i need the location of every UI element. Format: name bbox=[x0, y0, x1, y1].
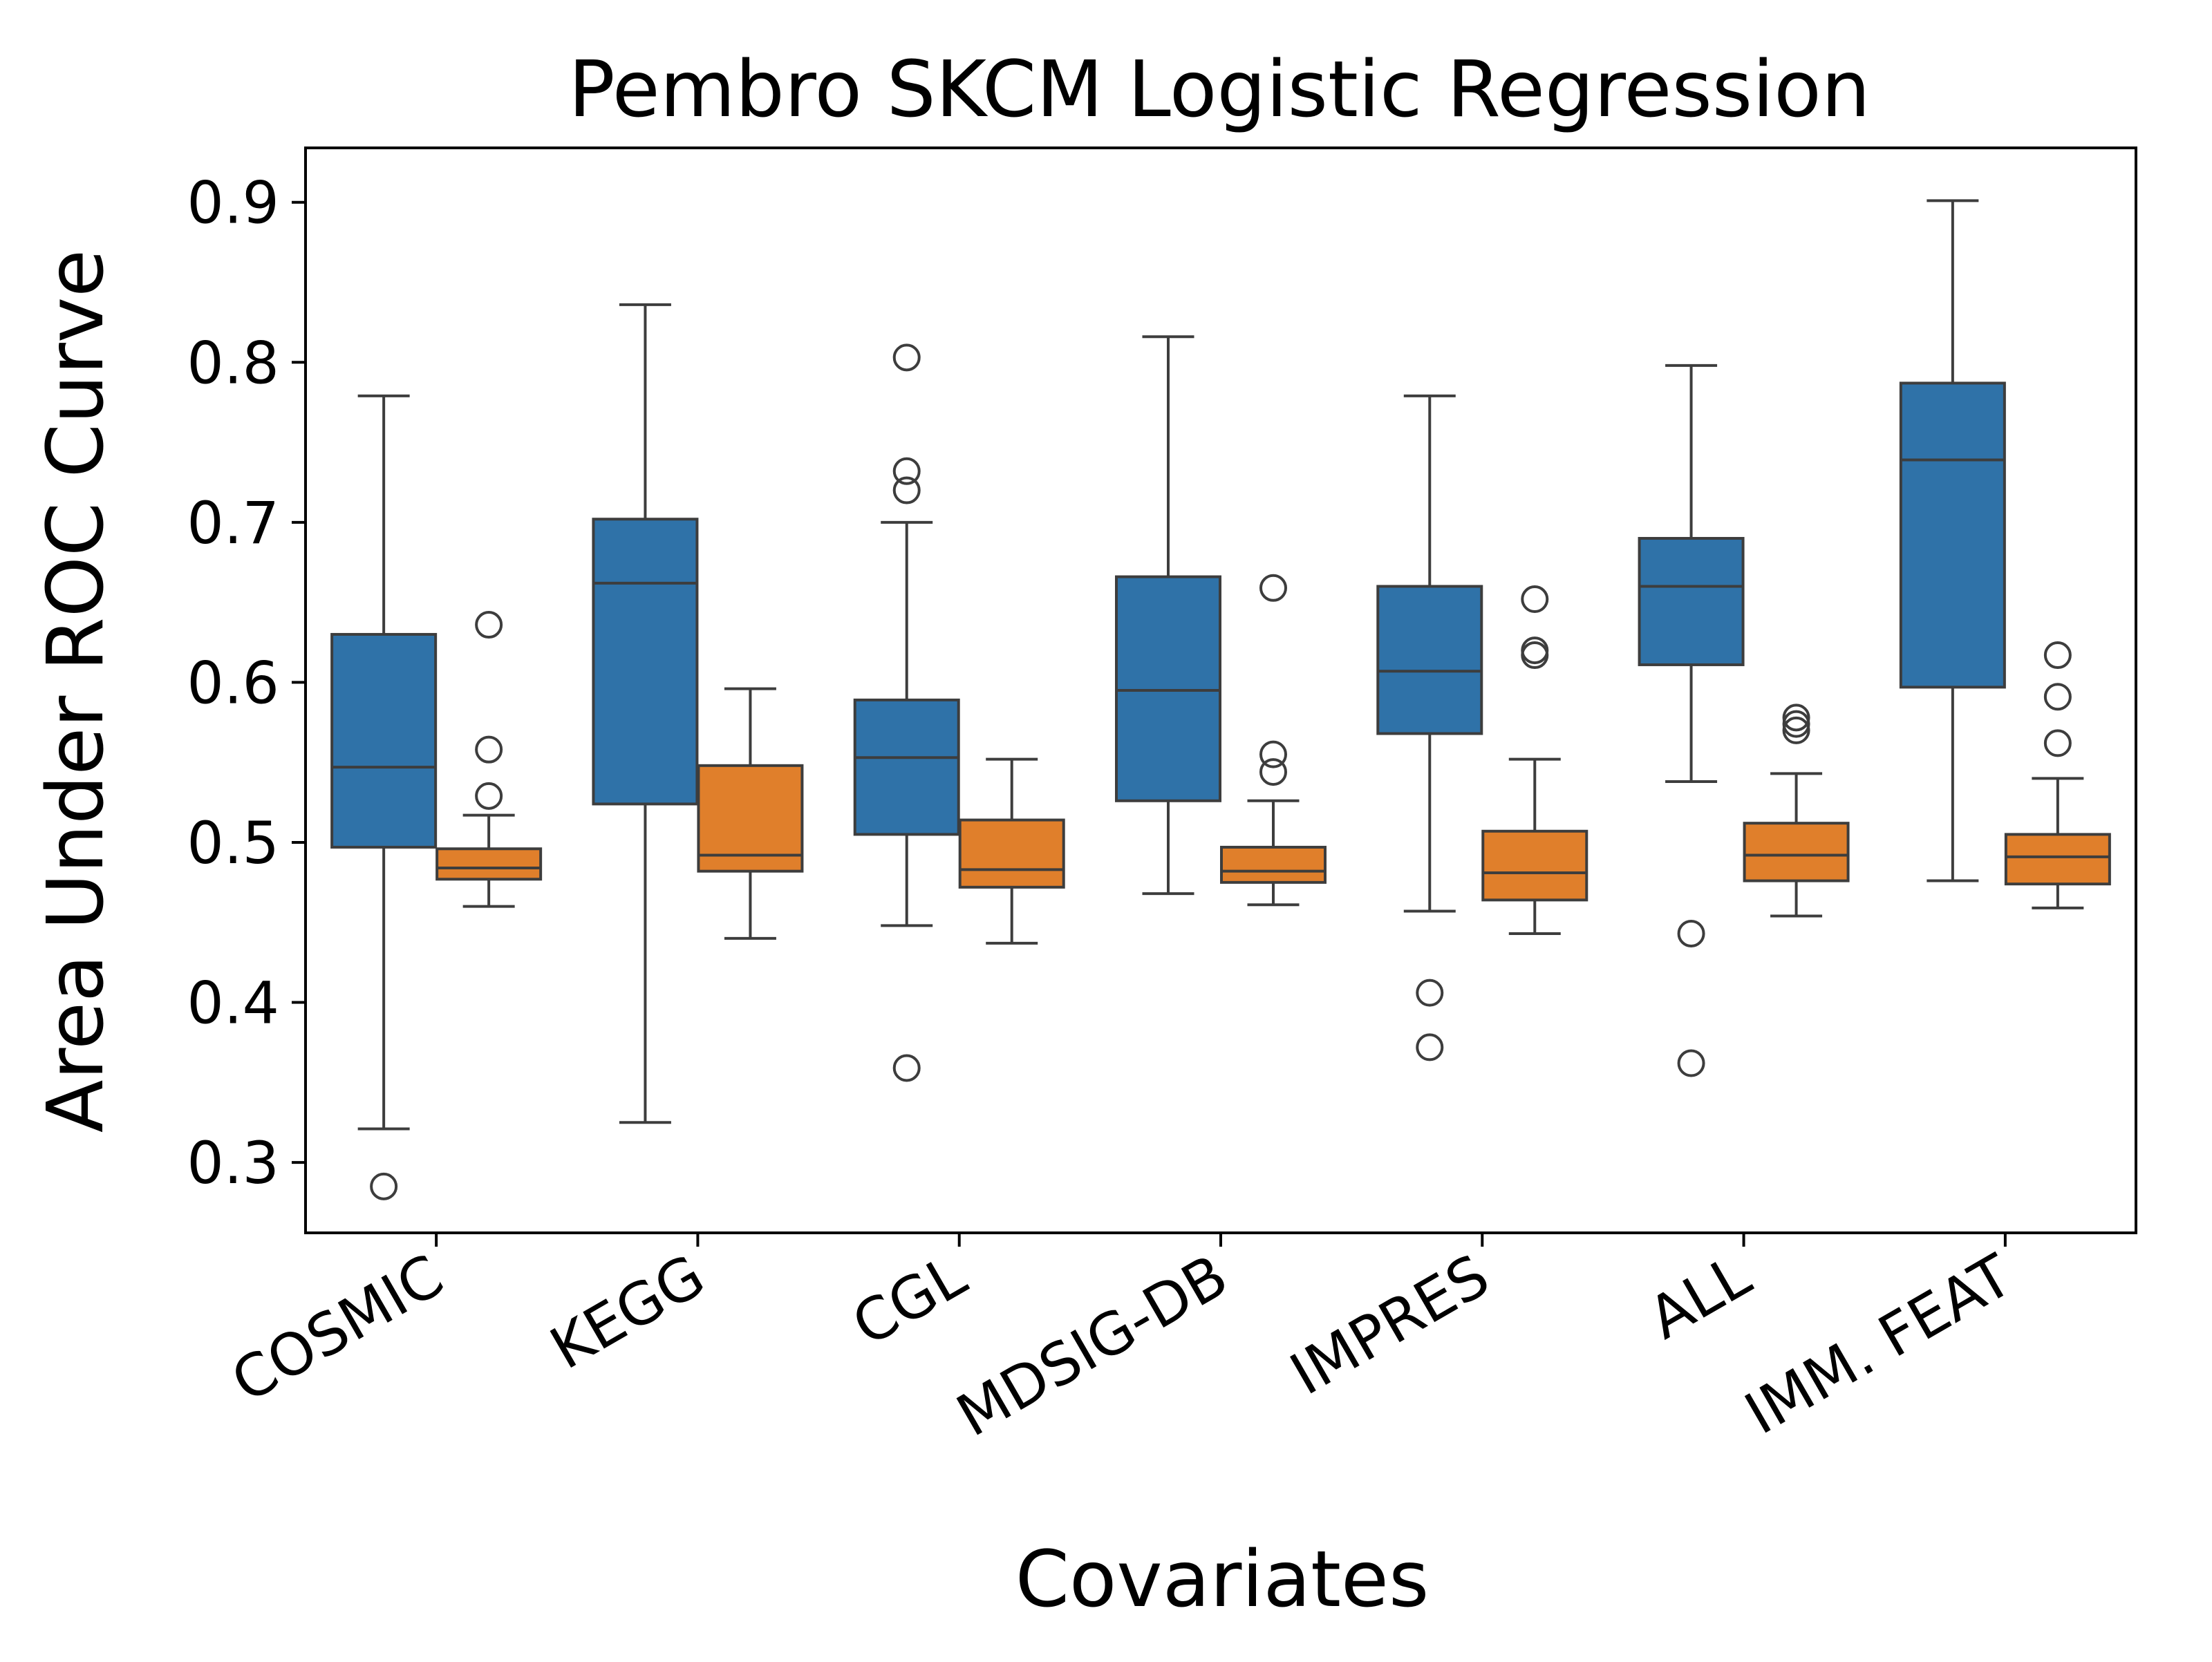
outlier-point bbox=[1259, 758, 1287, 786]
outlier-point bbox=[892, 1054, 921, 1082]
outlier-point bbox=[892, 343, 921, 372]
box-body bbox=[1220, 845, 1327, 884]
box-blue bbox=[1638, 363, 1745, 1077]
box-blue bbox=[1115, 335, 1221, 896]
plot-marks bbox=[330, 199, 2111, 1200]
box-blue bbox=[1899, 199, 2006, 882]
outlier-point bbox=[1259, 740, 1287, 768]
outlier-point bbox=[1782, 716, 1810, 744]
x-tick-label: COSMIC bbox=[221, 1241, 454, 1415]
outlier-point bbox=[1521, 641, 1549, 670]
box-orange bbox=[1481, 585, 1588, 935]
x-tick-label: ALL bbox=[1638, 1241, 1762, 1352]
chart-title: Pembro SKCM Logistic Regression bbox=[568, 45, 1871, 135]
box-body bbox=[853, 698, 960, 836]
box-body bbox=[435, 847, 543, 881]
box-blue bbox=[1376, 394, 1483, 1061]
box-body bbox=[330, 632, 438, 849]
outlier-point bbox=[1677, 1049, 1705, 1077]
y-axis: 0.3 0.4 0.5 0.6 0.7 0.8 0.9 bbox=[187, 169, 306, 1197]
box-blue bbox=[330, 394, 438, 1200]
outlier-point bbox=[1416, 979, 1444, 1007]
box-orange bbox=[1743, 703, 1850, 918]
y-tick-label: 0.6 bbox=[187, 649, 279, 717]
outlier-point bbox=[892, 457, 921, 485]
y-tick-label: 0.9 bbox=[187, 169, 279, 237]
box-orange bbox=[2004, 641, 2111, 909]
box-orange bbox=[958, 757, 1065, 945]
box-body bbox=[697, 764, 804, 873]
y-tick-label: 0.3 bbox=[187, 1129, 279, 1197]
outlier-point bbox=[1521, 585, 1549, 614]
outlier-point bbox=[475, 611, 503, 639]
x-tick-label: IMM. FEAT bbox=[1734, 1241, 2023, 1448]
outlier-point bbox=[1416, 1033, 1444, 1061]
outlier-point bbox=[475, 735, 503, 764]
box-orange bbox=[435, 611, 543, 908]
outlier-point bbox=[1782, 703, 1810, 732]
box-body bbox=[2004, 833, 2111, 886]
box-blue bbox=[592, 303, 699, 1124]
x-tick-label: CGL bbox=[841, 1241, 977, 1359]
box-body bbox=[1743, 822, 1850, 882]
outlier-point bbox=[892, 476, 921, 504]
y-tick-label: 0.5 bbox=[187, 809, 279, 877]
x-tick-label: IMPRES bbox=[1280, 1241, 1501, 1408]
box-body bbox=[1115, 575, 1221, 802]
box-body bbox=[1481, 829, 1588, 902]
y-tick-label: 0.8 bbox=[187, 329, 279, 397]
outlier-point bbox=[1782, 710, 1810, 738]
outlier-point bbox=[2043, 729, 2072, 757]
box-orange bbox=[697, 687, 804, 940]
box-blue bbox=[853, 343, 960, 1082]
box-body bbox=[592, 518, 699, 806]
outlier-point bbox=[1259, 574, 1287, 602]
y-axis-label: Area Under ROC Curve bbox=[31, 249, 121, 1133]
outlier-point bbox=[2043, 683, 2072, 711]
box-body bbox=[1638, 537, 1745, 666]
y-tick-label: 0.7 bbox=[187, 489, 279, 557]
box-body bbox=[1376, 585, 1483, 735]
outlier-point bbox=[370, 1172, 398, 1200]
outlier-point bbox=[1677, 919, 1705, 947]
box-body bbox=[1899, 381, 2006, 689]
y-tick-label: 0.4 bbox=[187, 970, 279, 1037]
box-orange bbox=[1220, 574, 1327, 907]
box-body bbox=[958, 818, 1065, 889]
outlier-point bbox=[2043, 641, 2072, 670]
x-axis-label: Covariates bbox=[1015, 1535, 1430, 1625]
x-tick-label: MDSIG-DB bbox=[946, 1241, 1239, 1449]
outlier-point bbox=[475, 782, 503, 810]
x-tick-label: KEGG bbox=[539, 1241, 715, 1382]
